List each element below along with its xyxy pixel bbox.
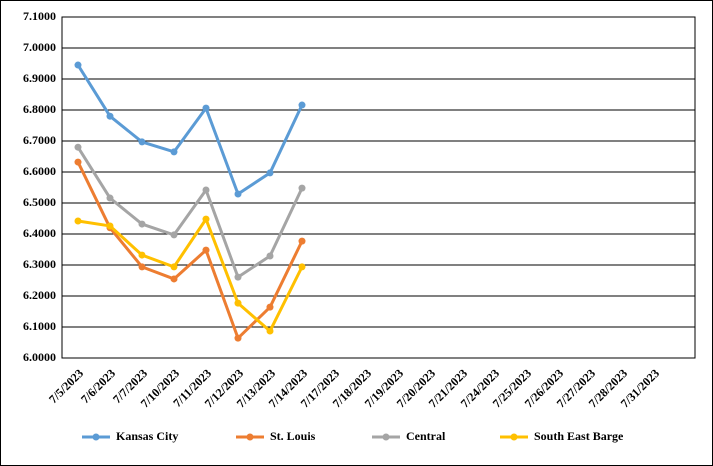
point bbox=[170, 231, 178, 239]
series-line bbox=[76, 161, 304, 340]
point bbox=[234, 299, 242, 307]
point bbox=[138, 263, 146, 271]
point bbox=[170, 275, 178, 283]
point bbox=[298, 263, 306, 271]
point bbox=[266, 327, 274, 335]
point bbox=[138, 138, 146, 146]
point bbox=[266, 169, 274, 177]
point bbox=[298, 237, 306, 245]
point bbox=[74, 61, 82, 69]
point bbox=[202, 246, 210, 254]
y-tick-label: 6.5000 bbox=[23, 195, 56, 209]
point bbox=[234, 273, 242, 281]
point bbox=[202, 215, 210, 223]
y-tick-label: 6.0000 bbox=[23, 350, 56, 364]
legend-label: South East Barge bbox=[534, 429, 624, 443]
legend-label: Kansas City bbox=[116, 429, 178, 443]
legend-marker bbox=[92, 433, 100, 441]
y-tick-label: 7.0000 bbox=[23, 40, 56, 54]
legend-marker bbox=[382, 433, 390, 441]
y-tick-label: 6.3000 bbox=[23, 257, 56, 271]
series-line bbox=[76, 64, 304, 196]
point bbox=[234, 334, 242, 342]
y-tick-label: 6.8000 bbox=[23, 102, 56, 116]
point bbox=[74, 217, 82, 225]
y-tick-label: 6.9000 bbox=[23, 71, 56, 85]
point bbox=[202, 104, 210, 112]
y-tick-label: 6.6000 bbox=[23, 164, 56, 178]
series-line bbox=[76, 146, 304, 279]
point bbox=[298, 184, 306, 192]
point bbox=[170, 263, 178, 271]
legend-label: Central bbox=[406, 429, 446, 443]
y-tick-label: 6.7000 bbox=[23, 133, 56, 147]
point bbox=[138, 251, 146, 259]
point bbox=[298, 101, 306, 109]
y-tick-label: 6.4000 bbox=[23, 226, 56, 240]
legend-label: St. Louis bbox=[270, 429, 316, 443]
legend-marker bbox=[246, 433, 254, 441]
point bbox=[266, 252, 274, 260]
legend-marker bbox=[510, 433, 518, 441]
y-tick-label: 6.1000 bbox=[23, 319, 56, 333]
point bbox=[234, 190, 242, 198]
point bbox=[106, 194, 114, 202]
point bbox=[74, 143, 82, 151]
y-tick-label: 6.2000 bbox=[23, 288, 56, 302]
y-tick-label: 7.1000 bbox=[23, 9, 56, 23]
point bbox=[106, 112, 114, 120]
series-line bbox=[77, 217, 304, 333]
point bbox=[74, 158, 82, 166]
point bbox=[266, 303, 274, 311]
point bbox=[202, 186, 210, 194]
point bbox=[106, 222, 114, 230]
point bbox=[138, 220, 146, 228]
point bbox=[170, 148, 178, 156]
